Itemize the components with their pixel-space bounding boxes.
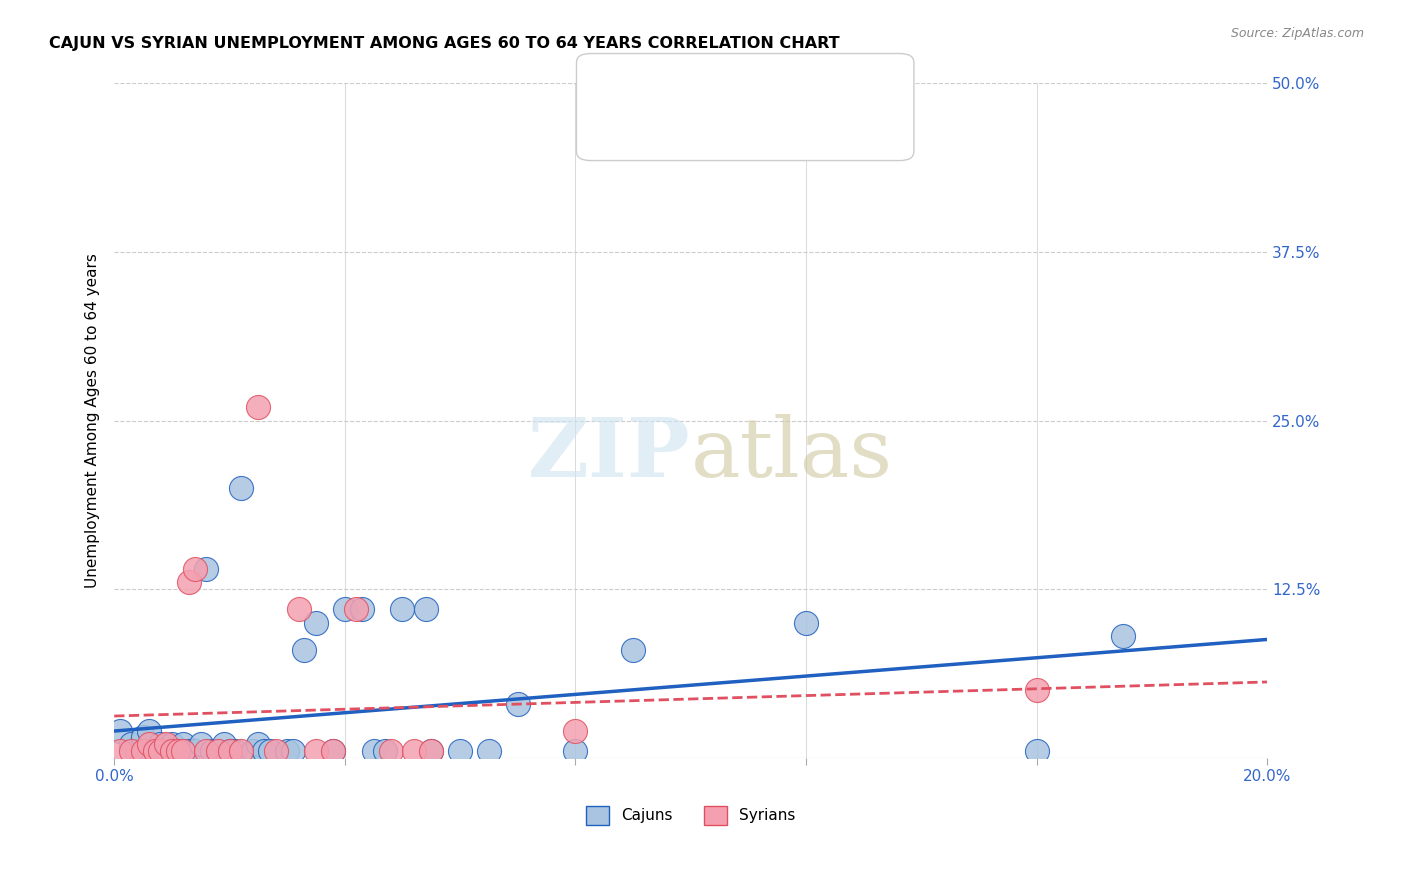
Point bbox=[415, 602, 437, 616]
Point bbox=[207, 744, 229, 758]
Point bbox=[184, 562, 207, 576]
Point bbox=[305, 744, 328, 758]
Point bbox=[478, 744, 501, 758]
Point bbox=[149, 737, 172, 751]
Point bbox=[172, 744, 194, 758]
Point bbox=[352, 602, 374, 616]
Point bbox=[363, 744, 385, 758]
Point bbox=[160, 737, 183, 751]
Point bbox=[374, 744, 396, 758]
Legend: Cajuns, Syrians: Cajuns, Syrians bbox=[581, 800, 801, 830]
Point bbox=[149, 744, 172, 758]
Point bbox=[294, 642, 316, 657]
Point bbox=[247, 400, 270, 414]
Point bbox=[108, 723, 131, 738]
Point bbox=[218, 744, 240, 758]
Point bbox=[207, 744, 229, 758]
Point bbox=[420, 744, 443, 758]
Point bbox=[229, 744, 252, 758]
Point bbox=[242, 744, 264, 758]
Point bbox=[121, 744, 143, 758]
Point bbox=[190, 737, 212, 751]
Point bbox=[155, 737, 177, 751]
Point bbox=[1025, 683, 1047, 698]
Point bbox=[794, 615, 817, 630]
Point bbox=[143, 744, 166, 758]
Point bbox=[179, 575, 201, 590]
Text: N =: N = bbox=[752, 78, 786, 92]
Point bbox=[264, 744, 287, 758]
Point bbox=[166, 744, 188, 758]
Point bbox=[172, 737, 194, 751]
Point bbox=[160, 744, 183, 758]
Point bbox=[127, 744, 149, 758]
Point bbox=[155, 744, 177, 758]
Point bbox=[132, 744, 155, 758]
Point bbox=[108, 744, 131, 758]
Point bbox=[1025, 744, 1047, 758]
Point bbox=[121, 737, 143, 751]
Point bbox=[420, 744, 443, 758]
Point bbox=[402, 744, 425, 758]
Point bbox=[212, 737, 235, 751]
Point bbox=[281, 744, 304, 758]
Point bbox=[201, 744, 224, 758]
Point bbox=[621, 642, 644, 657]
Point bbox=[322, 744, 344, 758]
Y-axis label: Unemployment Among Ages 60 to 64 years: Unemployment Among Ages 60 to 64 years bbox=[86, 253, 100, 588]
Point bbox=[276, 744, 298, 758]
Point bbox=[229, 481, 252, 495]
Point bbox=[184, 744, 207, 758]
Point bbox=[322, 744, 344, 758]
Point bbox=[138, 723, 160, 738]
Point bbox=[564, 744, 586, 758]
Point bbox=[564, 723, 586, 738]
Point bbox=[305, 615, 328, 630]
Point bbox=[391, 602, 413, 616]
Point bbox=[380, 744, 402, 758]
Text: R =: R = bbox=[647, 108, 681, 122]
Point bbox=[160, 744, 183, 758]
Point bbox=[179, 744, 201, 758]
Text: 27: 27 bbox=[792, 108, 813, 122]
Point bbox=[344, 602, 367, 616]
Point bbox=[132, 731, 155, 745]
Point bbox=[195, 562, 218, 576]
Point bbox=[218, 744, 240, 758]
Point bbox=[166, 744, 188, 758]
Text: Source: ZipAtlas.com: Source: ZipAtlas.com bbox=[1230, 27, 1364, 40]
Point bbox=[247, 737, 270, 751]
Point bbox=[449, 744, 471, 758]
Point bbox=[506, 697, 529, 711]
Point bbox=[287, 602, 309, 616]
Text: 48: 48 bbox=[792, 78, 813, 92]
Point bbox=[1112, 629, 1135, 643]
Point bbox=[138, 737, 160, 751]
Point bbox=[149, 744, 172, 758]
Point bbox=[195, 744, 218, 758]
Text: CAJUN VS SYRIAN UNEMPLOYMENT AMONG AGES 60 TO 64 YEARS CORRELATION CHART: CAJUN VS SYRIAN UNEMPLOYMENT AMONG AGES … bbox=[49, 36, 839, 51]
Text: R =: R = bbox=[647, 78, 681, 92]
Point bbox=[224, 744, 246, 758]
Text: -0.010: -0.010 bbox=[683, 108, 738, 122]
Text: atlas: atlas bbox=[690, 414, 893, 494]
Point bbox=[143, 744, 166, 758]
Point bbox=[253, 744, 276, 758]
Point bbox=[259, 744, 281, 758]
Text: N =: N = bbox=[752, 108, 786, 122]
Point bbox=[333, 602, 356, 616]
Text: 0.005: 0.005 bbox=[689, 78, 737, 92]
Text: ZIP: ZIP bbox=[529, 414, 690, 494]
Point bbox=[172, 744, 194, 758]
